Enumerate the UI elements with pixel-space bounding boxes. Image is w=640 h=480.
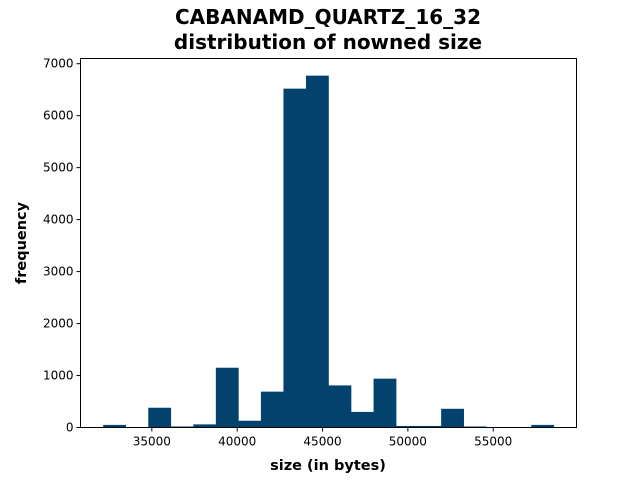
x-tick-label: 45000 — [303, 435, 341, 449]
y-tick-label: 1000 — [43, 369, 74, 383]
histogram-bar — [373, 378, 397, 428]
histogram-bar — [260, 391, 284, 428]
chart-title-line-1: CABANAMD_QUARTZ_16_32 — [175, 5, 481, 29]
x-axis-label: size (in bytes) — [270, 458, 386, 474]
histogram-bar — [193, 424, 217, 428]
y-tick-label: 2000 — [43, 317, 74, 331]
histogram-bar — [215, 367, 239, 428]
histogram-bar — [418, 425, 442, 428]
chart-title-line-2: distribution of nowned size — [174, 30, 482, 54]
histogram-bar — [283, 88, 307, 428]
histogram-bar — [148, 407, 172, 428]
x-tick-label: 55000 — [474, 435, 512, 449]
y-tick-label: 7000 — [43, 57, 74, 71]
x-tick-label: 35000 — [133, 435, 171, 449]
plot-frame — [80, 58, 577, 428]
histogram-bar — [328, 385, 352, 428]
x-axis-ticks: 35000 40000 45000 50000 55000 — [133, 427, 512, 449]
x-tick-label: 50000 — [389, 435, 427, 449]
histogram-bar — [396, 425, 419, 428]
y-tick-label: 5000 — [43, 161, 74, 175]
histogram-bar — [441, 408, 464, 428]
histogram-bar — [170, 426, 194, 428]
histogram-bar — [351, 411, 374, 428]
histogram-bar — [463, 426, 487, 428]
bars-group — [103, 75, 555, 428]
histogram-bar — [305, 75, 329, 428]
y-tick-label: 0 — [66, 421, 74, 435]
histogram-bar — [531, 424, 555, 428]
histogram-bar — [103, 424, 127, 428]
y-tick-label: 6000 — [43, 109, 74, 123]
y-tick-label: 4000 — [43, 213, 74, 227]
histogram-bar — [238, 420, 262, 428]
y-tick-label: 3000 — [43, 265, 74, 279]
x-tick-label: 40000 — [218, 435, 256, 449]
y-axis-ticks: 0 1000 2000 3000 4000 5000 6000 7000 — [43, 57, 81, 435]
y-axis-label: frequency — [14, 201, 30, 284]
